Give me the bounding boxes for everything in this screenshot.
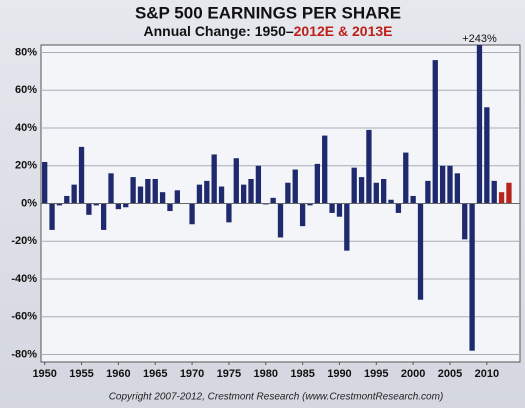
bar bbox=[498, 192, 505, 204]
bar bbox=[358, 177, 365, 204]
bar bbox=[123, 203, 129, 208]
bar bbox=[314, 163, 320, 204]
bar bbox=[351, 167, 357, 204]
bar bbox=[277, 203, 284, 238]
y-tick-label: -60% bbox=[11, 311, 37, 323]
x-tick-label: 1950 bbox=[32, 368, 56, 380]
bar bbox=[64, 195, 70, 204]
bar bbox=[476, 45, 483, 204]
bar bbox=[299, 203, 306, 227]
bar bbox=[344, 203, 350, 251]
bar bbox=[255, 165, 262, 204]
bar bbox=[410, 195, 416, 204]
x-tick-label: 1980 bbox=[254, 368, 278, 380]
bar bbox=[307, 203, 313, 206]
bar bbox=[322, 135, 328, 204]
bar bbox=[417, 203, 424, 300]
bar bbox=[432, 60, 438, 204]
bar bbox=[395, 203, 402, 213]
x-tick-label: 1975 bbox=[217, 368, 241, 380]
y-tick-label: 80% bbox=[15, 46, 37, 58]
bar bbox=[174, 190, 180, 204]
bar bbox=[285, 182, 291, 204]
bar bbox=[49, 203, 55, 230]
x-tick-label: 2010 bbox=[475, 368, 499, 380]
bar bbox=[71, 184, 77, 204]
bar bbox=[93, 203, 99, 206]
bar bbox=[196, 184, 203, 204]
bar bbox=[108, 173, 114, 204]
y-tick-label: -80% bbox=[11, 348, 37, 360]
x-tick-label: 1955 bbox=[69, 368, 93, 380]
bar bbox=[86, 203, 92, 215]
bar bbox=[270, 197, 276, 204]
bar bbox=[100, 203, 107, 230]
bar bbox=[152, 178, 158, 204]
x-tick-label: 1995 bbox=[364, 368, 388, 380]
bar bbox=[484, 107, 490, 204]
subtitle-part: & 2013E bbox=[334, 23, 392, 39]
footer: Copyright 2007-2012, Crestmont Research … bbox=[109, 392, 444, 403]
bar bbox=[42, 161, 48, 204]
bar bbox=[189, 203, 195, 225]
chart-subtitle: Annual Change: 1950–2012E & 2013E bbox=[143, 23, 392, 39]
bar bbox=[167, 203, 173, 212]
bar bbox=[248, 178, 254, 204]
bar bbox=[403, 152, 409, 204]
y-tick-label: 60% bbox=[15, 84, 37, 96]
bar bbox=[388, 199, 394, 204]
y-tick-label: -40% bbox=[11, 273, 37, 285]
bar bbox=[373, 182, 379, 204]
x-tick-label: 1965 bbox=[143, 368, 167, 380]
bar bbox=[137, 186, 144, 204]
x-tick-label: 1960 bbox=[106, 368, 130, 380]
bar bbox=[454, 173, 461, 204]
x-tick-label: 2005 bbox=[438, 368, 462, 380]
bar bbox=[425, 180, 431, 204]
bar bbox=[447, 165, 453, 204]
bar bbox=[115, 203, 122, 210]
x-tick-label: 1970 bbox=[180, 368, 204, 380]
y-tick-label: 20% bbox=[15, 160, 37, 172]
chart-title: S&P 500 EARNINGS PER SHARE bbox=[135, 3, 401, 22]
bar bbox=[130, 177, 136, 204]
bar bbox=[439, 165, 446, 204]
x-tick-label: 1985 bbox=[290, 368, 314, 380]
bar bbox=[218, 186, 225, 204]
x-tick-label: 2000 bbox=[401, 368, 425, 380]
bar bbox=[211, 154, 217, 204]
bar bbox=[329, 203, 335, 213]
bar bbox=[159, 192, 166, 204]
bar bbox=[226, 203, 232, 223]
annotation: +243% bbox=[462, 33, 497, 45]
y-tick-label: 0% bbox=[21, 197, 37, 209]
bar bbox=[145, 178, 151, 204]
bar bbox=[469, 203, 475, 351]
y-tick-label: 40% bbox=[15, 122, 37, 134]
bar bbox=[491, 180, 497, 204]
bar bbox=[462, 203, 468, 240]
bar bbox=[506, 182, 512, 204]
bar bbox=[381, 178, 387, 204]
bar bbox=[336, 203, 343, 217]
x-tick-label: 1990 bbox=[327, 368, 351, 380]
subtitle-part: 2012E bbox=[294, 23, 334, 39]
bar bbox=[292, 169, 298, 204]
bar bbox=[204, 180, 210, 204]
bar bbox=[366, 129, 372, 204]
bar bbox=[56, 203, 63, 206]
y-tick-label: -20% bbox=[11, 235, 37, 247]
bar bbox=[241, 184, 247, 204]
subtitle-part: Annual Change: 1950– bbox=[143, 23, 293, 39]
bar bbox=[233, 158, 239, 204]
bar bbox=[78, 146, 85, 204]
